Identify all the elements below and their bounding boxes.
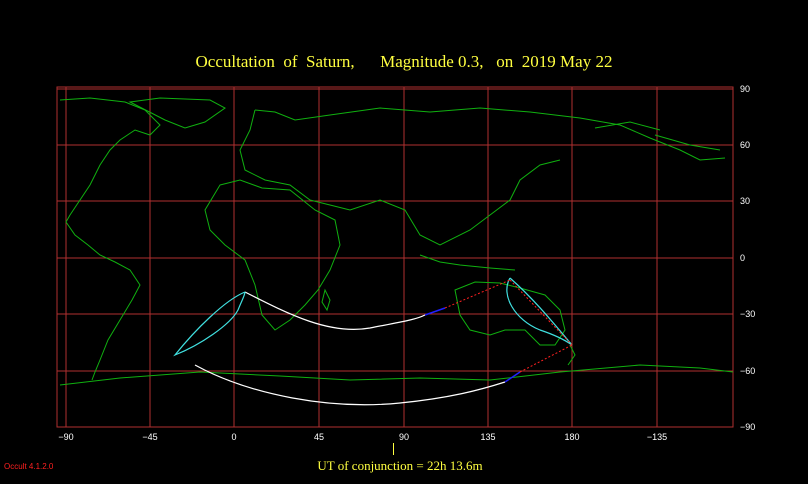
latitude-tick-label: 0 (740, 253, 745, 263)
occultation-paths (173, 277, 573, 406)
extension-north (444, 279, 511, 309)
latitude-tick-label: 30 (740, 196, 750, 206)
coastlines (59, 97, 734, 386)
latitude-tick-label: −60 (740, 366, 755, 376)
latitude-tick-label: −30 (740, 309, 755, 319)
coastline (65, 221, 141, 381)
chart-title: Occultation of Saturn, Magnitude 0.3, on… (195, 52, 613, 71)
northern-limit-curve (244, 291, 426, 330)
longitude-tick-label: 90 (399, 432, 409, 442)
longitude-tick-label: 180 (564, 432, 579, 442)
rise-set-curve-east (506, 277, 573, 346)
extension-south (519, 344, 573, 373)
rise-set-curve-west (173, 291, 246, 357)
graticule (57, 87, 733, 428)
coastline (59, 364, 734, 386)
coastline (419, 254, 516, 271)
visible-path-north (424, 307, 446, 316)
coastline (239, 109, 561, 246)
extension-east (509, 279, 573, 346)
coastline (204, 179, 341, 331)
longitude-tick-label: 45 (314, 432, 324, 442)
latitude-tick-label: 90 (740, 84, 750, 94)
coastline (59, 97, 161, 223)
map-frame (56, 86, 734, 428)
conjunction-marker (393, 443, 394, 455)
axis-ticks: −90 −45 0 45 90 135 180 −135 90 60 30 0 −30 −60 −90 (58, 84, 755, 442)
longitude-tick-label: −135 (647, 432, 667, 442)
coastline (594, 121, 661, 131)
coastline (128, 97, 226, 129)
southern-limit-curve (194, 364, 506, 406)
longitude-tick-label: 0 (231, 432, 236, 442)
visible-path-south (504, 371, 521, 383)
coastline (567, 344, 576, 366)
longitude-tick-label: −90 (58, 432, 73, 442)
latitude-tick-label: 60 (740, 140, 750, 150)
coastline (321, 288, 331, 312)
latitude-tick-label: −90 (740, 422, 755, 432)
coastline (254, 107, 726, 161)
coastline (454, 281, 566, 346)
conjunction-time: UT of conjunction = 22h 13.6m (317, 458, 483, 473)
longitude-tick-label: 135 (480, 432, 495, 442)
coastline (654, 134, 721, 151)
longitude-tick-label: −45 (142, 432, 157, 442)
software-version: Occult 4.1.2.0 (4, 462, 54, 471)
